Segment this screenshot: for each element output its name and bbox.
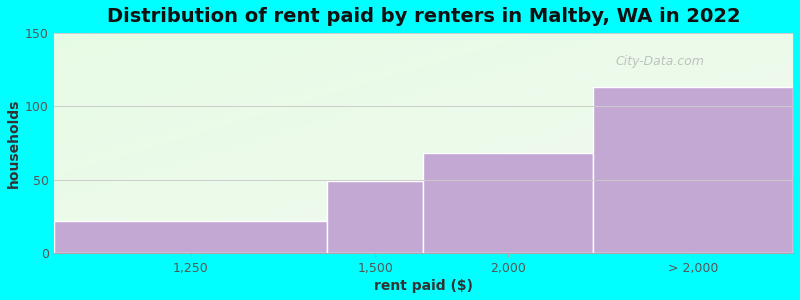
X-axis label: rent paid ($): rent paid ($) bbox=[374, 279, 473, 293]
Bar bbox=[327, 181, 423, 253]
Title: Distribution of rent paid by renters in Maltby, WA in 2022: Distribution of rent paid by renters in … bbox=[106, 7, 740, 26]
Bar bbox=[594, 87, 793, 253]
Bar bbox=[423, 153, 594, 253]
Text: City-Data.com: City-Data.com bbox=[616, 55, 705, 68]
Y-axis label: households: households bbox=[7, 98, 21, 188]
Bar bbox=[54, 220, 327, 253]
